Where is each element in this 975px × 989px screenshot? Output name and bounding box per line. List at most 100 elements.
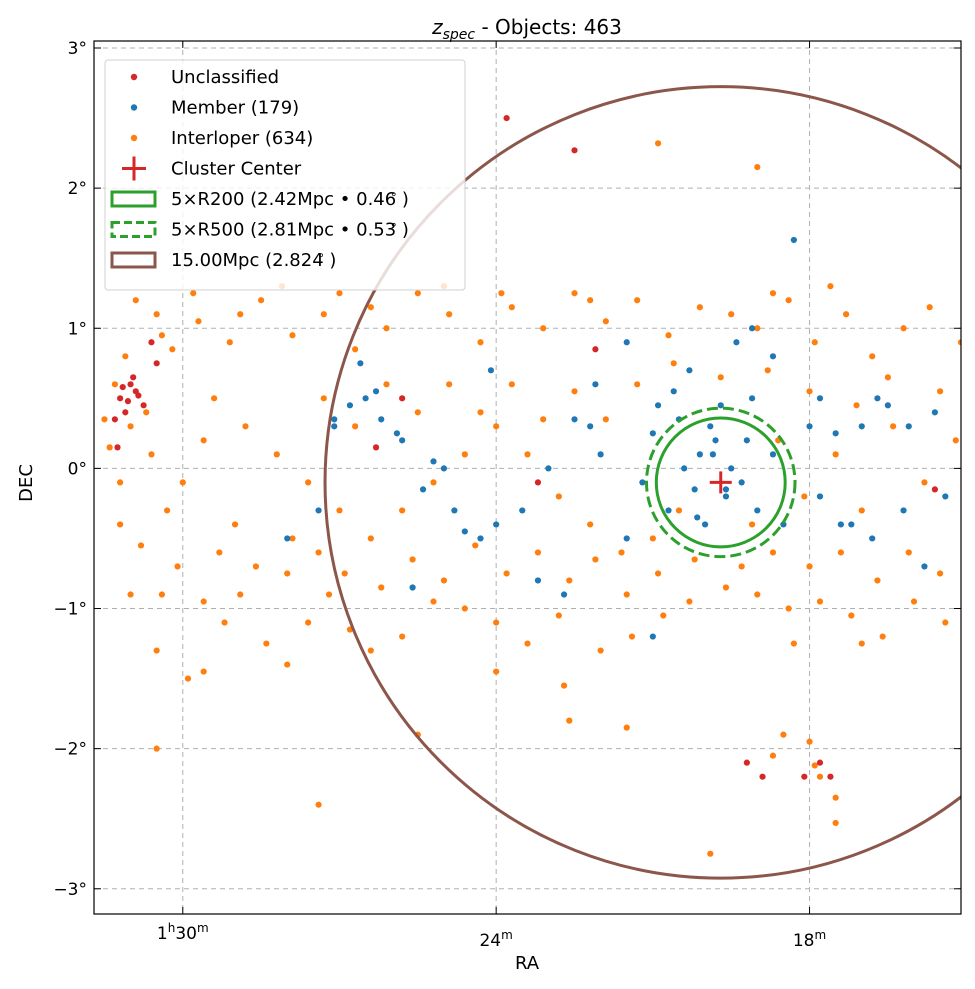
- data-point: [393, 430, 401, 437]
- data-point: [848, 521, 855, 528]
- data-point: [135, 392, 142, 399]
- data-point: [738, 479, 745, 486]
- data-point: [769, 549, 777, 556]
- data-point: [675, 507, 683, 514]
- data-point: [571, 290, 578, 297]
- data-point: [785, 605, 792, 612]
- data-point: [179, 479, 186, 486]
- data-point: [754, 325, 761, 332]
- data-point: [320, 395, 327, 402]
- data-point: [602, 416, 609, 423]
- data-point: [780, 731, 787, 738]
- data-point: [399, 437, 406, 444]
- data-point: [140, 402, 147, 409]
- data-point: [785, 297, 792, 304]
- data-point: [524, 451, 531, 458]
- data-point: [174, 563, 181, 570]
- legend-swatch: [110, 251, 157, 269]
- data-point: [717, 374, 724, 381]
- axis-ticks: 1h30m24m18m12m3°2°1°0°−1°−2°−3°: [53, 39, 961, 951]
- data-point: [372, 444, 380, 451]
- data-point: [320, 311, 327, 318]
- data-point: [926, 304, 933, 311]
- data-point: [728, 311, 735, 318]
- legend-swatch: [130, 104, 138, 111]
- data-point: [153, 745, 160, 752]
- data-point: [284, 535, 291, 542]
- data-point: [722, 493, 730, 500]
- data-point: [623, 724, 630, 731]
- data-point: [399, 633, 406, 640]
- data-point: [654, 140, 662, 147]
- data-point: [242, 423, 249, 430]
- x-tick-label-sup1: h: [168, 921, 176, 935]
- data-point: [748, 395, 756, 402]
- data-point: [832, 451, 839, 458]
- x-tick-label: 18m: [793, 928, 826, 951]
- legend-swatch: [110, 221, 157, 238]
- data-point: [130, 374, 137, 381]
- legend-label-degree: ∘: [317, 248, 325, 262]
- data-point: [430, 479, 437, 486]
- data-point: [827, 773, 834, 780]
- data-point: [472, 542, 479, 549]
- legend-label-degree: ∘: [390, 218, 398, 232]
- data-point: [968, 556, 974, 562]
- data-point: [237, 591, 244, 598]
- data-point: [566, 717, 573, 724]
- legend-label: Interloper (634): [171, 128, 313, 149]
- data-point: [665, 507, 672, 514]
- data-point: [430, 598, 437, 605]
- data-point: [858, 640, 865, 647]
- data-point: [743, 437, 750, 444]
- data-point: [493, 668, 500, 675]
- data-point: [117, 521, 124, 528]
- data-point: [211, 395, 218, 402]
- legend-label: Unclassified: [171, 67, 279, 88]
- data-point: [493, 423, 500, 430]
- data-point: [686, 598, 693, 605]
- data-point: [169, 346, 176, 353]
- data-point: [158, 332, 165, 339]
- data-point: [931, 409, 938, 416]
- data-point: [487, 367, 495, 374]
- data-point: [801, 773, 808, 780]
- data-point: [696, 304, 703, 311]
- data-point: [430, 458, 437, 465]
- data-point: [284, 661, 291, 668]
- data-point: [111, 416, 118, 423]
- data-point: [367, 304, 374, 311]
- data-point: [190, 290, 197, 297]
- radius-circle: [644, 406, 797, 559]
- data-point: [623, 339, 630, 346]
- data-point: [858, 507, 865, 514]
- data-point: [498, 290, 505, 297]
- data-point: [534, 479, 542, 486]
- x-tick-label-mid: 18: [793, 931, 815, 951]
- data-point: [884, 402, 891, 409]
- data-point: [623, 535, 630, 542]
- data-point: [258, 297, 265, 304]
- data-point: [900, 325, 907, 332]
- y-tick-label: −1°: [53, 600, 87, 620]
- data-point: [759, 773, 766, 780]
- data-point: [628, 633, 636, 640]
- data-point: [587, 521, 594, 528]
- data-point: [942, 493, 949, 500]
- data-point: [325, 591, 333, 598]
- data-point: [493, 619, 500, 626]
- legend-label: 5×R200 (2.42Mpc • 0.46 ): [171, 189, 409, 210]
- data-point: [816, 759, 824, 766]
- data-point: [336, 290, 343, 297]
- data-point: [670, 388, 677, 395]
- data-point: [127, 591, 134, 598]
- data-point: [153, 311, 160, 318]
- legend-swatch: [130, 134, 138, 142]
- data-point: [237, 311, 244, 318]
- data-point: [555, 493, 562, 500]
- data-point: [717, 402, 724, 409]
- y-tick-label: 1°: [68, 319, 87, 339]
- data-point: [722, 584, 730, 591]
- data-point: [132, 297, 139, 304]
